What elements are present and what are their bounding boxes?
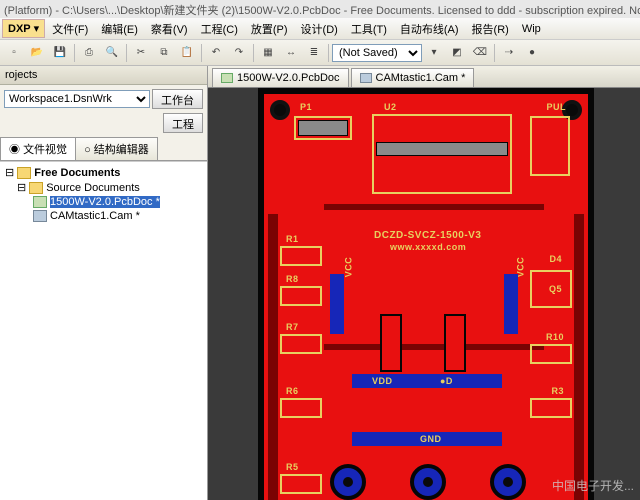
- silk-label: D4: [549, 254, 562, 264]
- silk-label: R7: [286, 322, 299, 332]
- undo-icon[interactable]: ↶: [205, 43, 227, 63]
- clear-icon[interactable]: ⌫: [469, 43, 491, 63]
- layer-icon[interactable]: ≣: [303, 43, 325, 63]
- tab-file-view[interactable]: ◉ 文件视觉: [0, 137, 76, 160]
- silk-label: P1: [300, 102, 312, 112]
- silk-gnd: GND: [420, 434, 442, 444]
- paste-icon[interactable]: 📋: [176, 43, 198, 63]
- menu-edit[interactable]: 编辑(E): [95, 18, 144, 40]
- editor-area: 1500W-V2.0.PcbDoc CAMtastic1.Cam * P1 U2…: [208, 66, 640, 500]
- menu-place[interactable]: 放置(P): [245, 18, 294, 40]
- mount-hole: [270, 100, 290, 120]
- silk-outline: [280, 286, 322, 306]
- pcb-board: P1 U2 PUL DCZD-SVCZ-1500-V3 www.xxxxd.co…: [258, 88, 594, 500]
- silk-label: R6: [286, 386, 299, 396]
- terminal: [410, 464, 446, 500]
- filter-icon[interactable]: ▾: [423, 43, 445, 63]
- doc-tab-cam[interactable]: CAMtastic1.Cam *: [351, 68, 475, 87]
- workspace-select[interactable]: Workspace1.DsnWrk: [4, 90, 150, 108]
- tree-doc-cam[interactable]: CAMtastic1.Cam *: [3, 209, 204, 223]
- pcbdoc-icon: [33, 196, 47, 208]
- project-tree[interactable]: ⊟Free Documents ⊟Source Documents 1500W-…: [0, 161, 207, 500]
- open-icon[interactable]: 📂: [26, 43, 48, 63]
- pcb-canvas[interactable]: P1 U2 PUL DCZD-SVCZ-1500-V3 www.xxxxd.co…: [208, 88, 640, 500]
- menu-design[interactable]: 设计(D): [295, 18, 344, 40]
- menu-file[interactable]: 文件(F): [46, 18, 94, 40]
- save-state-dropdown[interactable]: (Not Saved): [332, 44, 422, 62]
- silk-outline: [280, 334, 322, 354]
- plane: [330, 274, 344, 334]
- dxp-menu[interactable]: DXP ▾: [2, 19, 45, 38]
- camdoc-icon: [33, 210, 47, 222]
- silk-outline: [530, 270, 572, 308]
- silk-label: R3: [551, 386, 564, 396]
- doc-tab-pcb[interactable]: 1500W-V2.0.PcbDoc: [212, 68, 349, 87]
- menu-bar: DXP ▾ 文件(F) 编辑(E) 察看(V) 工程(C) 放置(P) 设计(D…: [0, 18, 640, 40]
- panel-title: rojects: [0, 66, 207, 85]
- silk-outline: [530, 398, 572, 418]
- title-bar: (Platform) - C:\Users\...\Desktop\新建文件夹 …: [0, 0, 640, 18]
- folder-icon: [29, 182, 43, 194]
- slot: [380, 314, 402, 372]
- grid-icon[interactable]: ▦: [257, 43, 279, 63]
- silk-label: R8: [286, 274, 299, 284]
- trace: [574, 214, 584, 500]
- watermark: 中国电子开发...: [552, 477, 634, 494]
- plane: [504, 274, 518, 334]
- route-icon[interactable]: ⇢: [498, 43, 520, 63]
- slot: [444, 314, 466, 372]
- preview-icon[interactable]: 🔍: [101, 43, 123, 63]
- silk-label: R10: [546, 332, 564, 342]
- copy-icon[interactable]: ⧉: [153, 43, 175, 63]
- silk-outline: [280, 246, 322, 266]
- menu-tools[interactable]: 工具(T): [345, 18, 393, 40]
- folder-icon: [17, 167, 31, 179]
- silk-outline: [280, 398, 322, 418]
- camdoc-icon: [360, 73, 372, 83]
- silk-label: PUL: [547, 102, 567, 112]
- trace: [324, 344, 544, 350]
- menu-project[interactable]: 工程(C): [195, 18, 244, 40]
- measure-icon[interactable]: ↔: [280, 43, 302, 63]
- silk-outline: [530, 344, 572, 364]
- silk-label: R1: [286, 234, 299, 244]
- menu-report[interactable]: 报告(R): [466, 18, 515, 40]
- pcbdoc-icon: [221, 73, 233, 83]
- menu-wip[interactable]: Wip: [516, 20, 547, 38]
- workbench-button[interactable]: 工作台: [152, 89, 203, 109]
- tree-doc-pcb[interactable]: 1500W-V2.0.PcbDoc *: [3, 195, 204, 209]
- tree-folder[interactable]: ⊟Source Documents: [3, 180, 204, 195]
- terminal: [330, 464, 366, 500]
- project-button[interactable]: 工程: [163, 113, 203, 133]
- mask-icon[interactable]: ◩: [446, 43, 468, 63]
- trace: [268, 214, 278, 500]
- terminal: [490, 464, 526, 500]
- silk-vcc: VCC: [343, 257, 353, 278]
- silk-label: R5: [286, 462, 299, 472]
- redo-icon[interactable]: ↷: [228, 43, 250, 63]
- tab-struct-editor[interactable]: ○ 结构编辑器: [75, 137, 158, 160]
- pad: [376, 142, 508, 156]
- tree-root[interactable]: ⊟Free Documents: [3, 165, 204, 180]
- via-icon[interactable]: ●: [521, 43, 543, 63]
- silk-outline: [280, 474, 322, 494]
- new-icon[interactable]: ▫: [3, 43, 25, 63]
- save-icon[interactable]: 💾: [49, 43, 71, 63]
- silk-board-id: DCZD-SVCZ-1500-V3: [374, 230, 481, 241]
- menu-autoroute[interactable]: 自动布线(A): [394, 18, 465, 40]
- silk-outline: [294, 116, 352, 140]
- silk-url: www.xxxxd.com: [390, 242, 466, 252]
- silk-label: U2: [384, 102, 397, 112]
- trace: [324, 204, 544, 210]
- projects-panel: rojects Workspace1.DsnWrk 工作台 工程 ◉ 文件视觉 …: [0, 66, 208, 500]
- silk-vdd: VDD: [372, 376, 393, 386]
- menu-view[interactable]: 察看(V): [145, 18, 194, 40]
- silk-outline: [530, 116, 570, 176]
- document-tabs: 1500W-V2.0.PcbDoc CAMtastic1.Cam *: [208, 66, 640, 88]
- print-icon[interactable]: ⎙: [78, 43, 100, 63]
- toolbar: ▫ 📂 💾 ⎙ 🔍 ✂ ⧉ 📋 ↶ ↷ ▦ ↔ ≣ (Not Saved) ▾ …: [0, 40, 640, 66]
- cut-icon[interactable]: ✂: [130, 43, 152, 63]
